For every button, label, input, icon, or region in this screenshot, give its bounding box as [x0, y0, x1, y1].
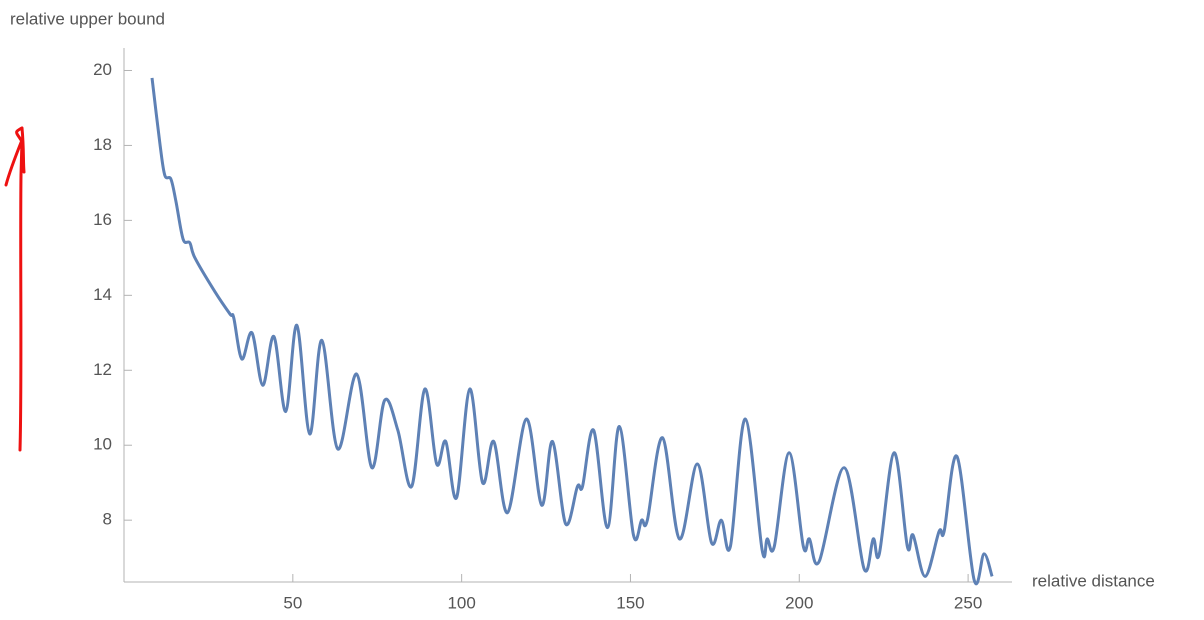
data-line [150, 77, 994, 586]
hand-drawn-arrow [4, 126, 26, 452]
x-tick-label: 250 [954, 593, 982, 612]
x-tick-label: 100 [447, 593, 475, 612]
y-tick-label: 12 [93, 360, 112, 379]
y-tick-label: 8 [103, 510, 112, 529]
y-axis-label: relative upper bound [10, 9, 165, 28]
y-tick-label: 14 [93, 285, 112, 304]
y-tick-label: 18 [93, 135, 112, 154]
y-tick-label: 20 [93, 60, 112, 79]
y-tick-label: 16 [93, 210, 112, 229]
x-tick-label: 50 [283, 593, 302, 612]
x-tick-label: 150 [616, 593, 644, 612]
x-tick-label: 200 [785, 593, 813, 612]
x-axis-label: relative distance [1032, 571, 1155, 590]
y-tick-label: 10 [93, 435, 112, 454]
